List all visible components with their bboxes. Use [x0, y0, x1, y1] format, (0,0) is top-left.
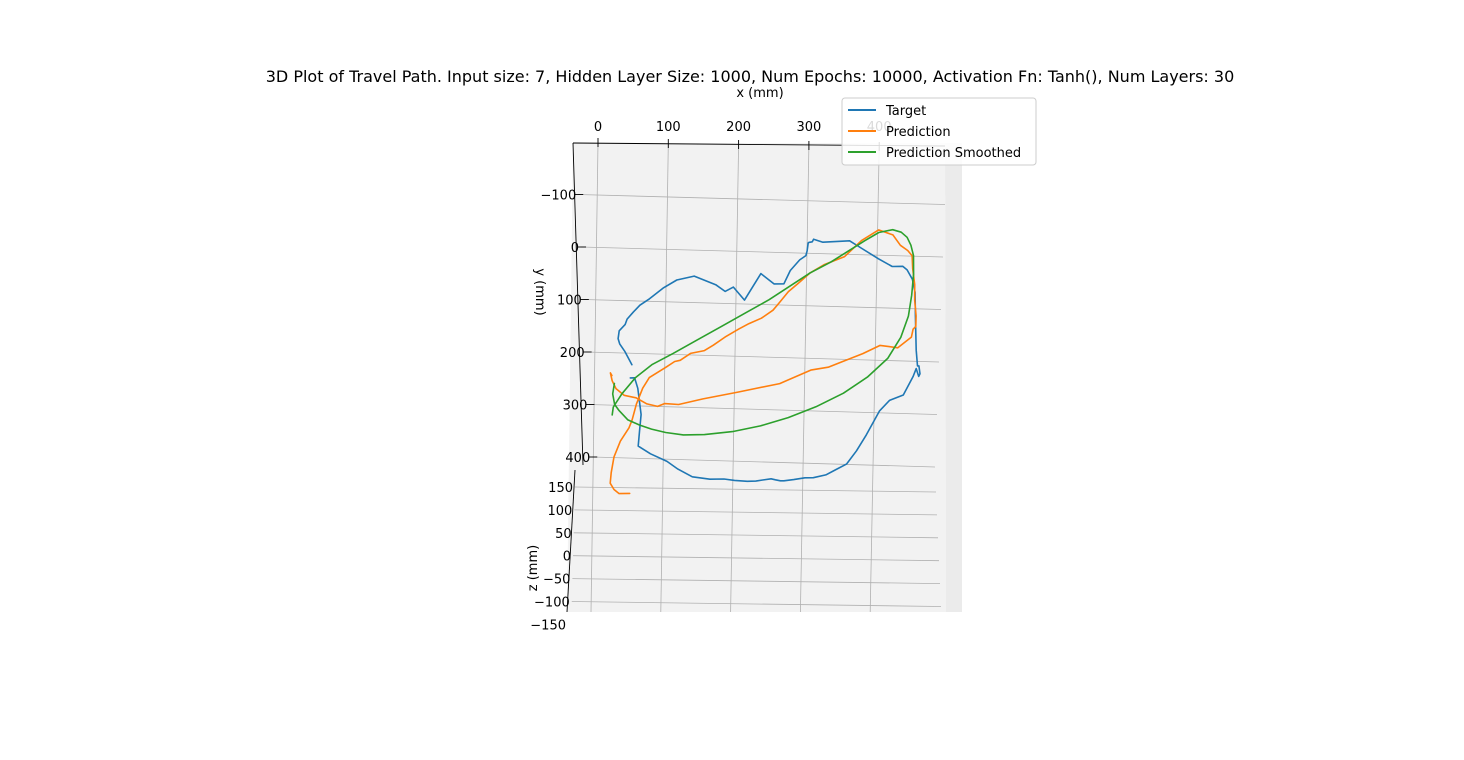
z-gridline	[572, 578, 941, 584]
z-tick-label: 50	[555, 527, 572, 542]
y-tick-label: 300	[563, 399, 588, 414]
z-tick-label: 150	[548, 481, 573, 496]
x-tick-label: 300	[796, 120, 821, 135]
series-line-prediction	[609, 229, 917, 495]
x-gridline	[800, 145, 810, 613]
grid	[571, 142, 946, 613]
z-tick-label: 100	[548, 504, 573, 519]
y-tick-label: 200	[560, 346, 585, 361]
y-gridline	[578, 194, 946, 205]
x-gridline	[730, 144, 739, 613]
x-tick-label: 100	[656, 120, 681, 135]
z-axis-line	[566, 469, 576, 613]
x-gridline	[869, 146, 880, 613]
z-gridline	[573, 555, 940, 562]
x-gridline	[590, 142, 599, 613]
chart-title: 3D Plot of Travel Path. Input size: 7, H…	[266, 67, 1235, 86]
y-gridline	[583, 299, 942, 310]
z-tick-label: −50	[543, 573, 570, 588]
z-axis-label: z (mm)	[526, 545, 541, 591]
y-gridline	[592, 456, 936, 468]
y-gridline	[581, 246, 944, 258]
y-tick-label: 100	[557, 294, 582, 309]
legend-label-prediction-smoothed: Prediction Smoothed	[886, 146, 1021, 161]
series-line-prediction-smoothed	[611, 228, 915, 436]
z-tick-label: −100	[534, 596, 570, 611]
z-gridline	[574, 486, 937, 493]
x-tick-label: 200	[726, 120, 751, 135]
y-axis-line	[572, 142, 584, 466]
z-gridline	[571, 601, 942, 607]
series-lines	[609, 228, 921, 495]
y-axis-label: y (mm)	[532, 268, 547, 315]
x-tick-label: 0	[594, 120, 602, 135]
x-axis-label: x (mm)	[736, 86, 783, 101]
legend: Target Prediction Prediction Smoothed	[841, 97, 1037, 166]
z-gridline	[574, 509, 938, 516]
y-gridline	[586, 351, 940, 363]
series-line-target	[617, 238, 921, 483]
legend-label-target: Target	[885, 104, 926, 119]
z-tick-label: −150	[530, 618, 566, 633]
y-tick-label: 400	[565, 451, 590, 466]
legend-label-prediction: Prediction	[886, 125, 951, 140]
xz-back-pane	[567, 143, 946, 612]
y-tick-label: 0	[571, 241, 579, 256]
y-tick-label: −100	[541, 189, 577, 204]
legend-box	[841, 97, 1037, 166]
side-pane	[945, 143, 962, 612]
z-gridline	[573, 532, 939, 539]
z-tick-label: 0	[563, 550, 571, 565]
